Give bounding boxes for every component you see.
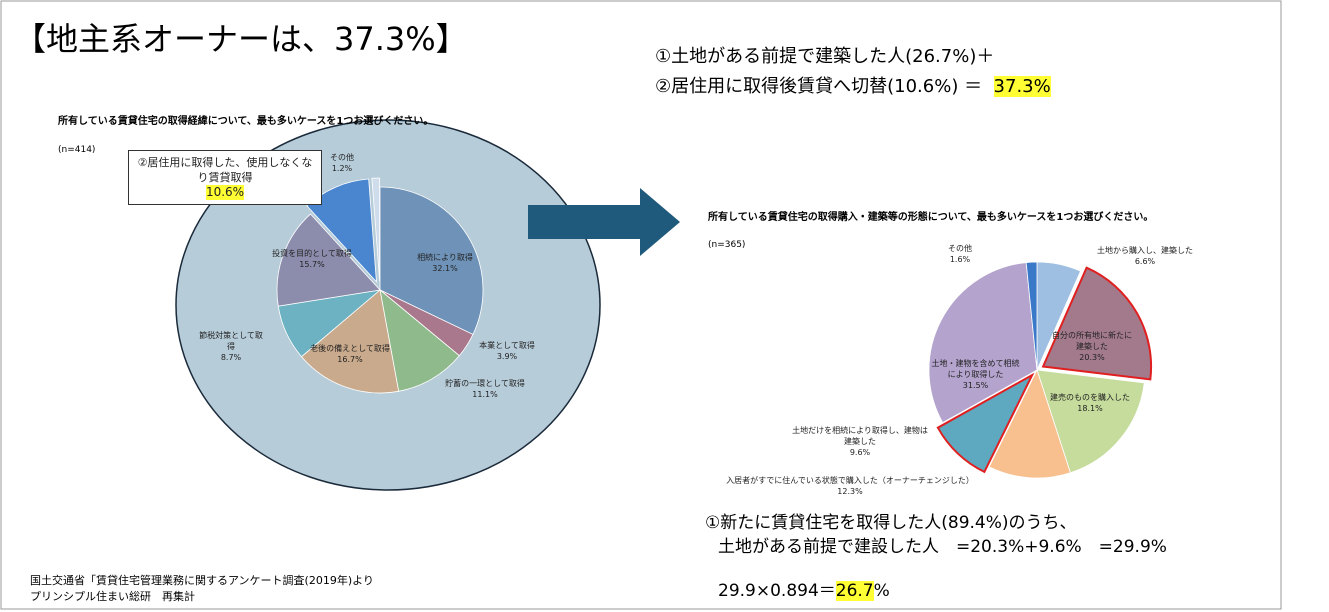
value-label: 18.1% — [1077, 404, 1103, 413]
pie-slice — [1036, 369, 1145, 474]
slice-label: 建売のものを購入した 18.1% — [1050, 392, 1130, 414]
category-label: 土地から購入し、建築した — [1097, 246, 1193, 255]
slice-label: 相続により取得 32.1% — [410, 252, 480, 274]
value-label: 6.6% — [1134, 257, 1156, 266]
pie-slice — [936, 372, 1035, 474]
pie-slice — [1041, 266, 1152, 381]
value-label: 20.3% — [1079, 353, 1105, 362]
category-label: 入居者がすでに住んでいる状態で購入した（オーナーチェンジした） — [726, 476, 974, 485]
pie-slice — [1025, 261, 1038, 371]
category-label: 建売のものを購入した — [1050, 393, 1130, 402]
pie-slice — [379, 186, 484, 335]
value-label: 9.6% — [849, 448, 871, 457]
value-label: 1.6% — [949, 255, 971, 264]
slice-label: 投資を目的として取得 15.7% — [272, 248, 352, 270]
pie-slice — [988, 368, 1071, 479]
formula-line: ②居住用に取得後賃貸へ切替(10.6%) ＝ 37.3% — [655, 72, 1051, 98]
pie-slice — [379, 288, 460, 392]
category-label: 投資を目的として取得 — [272, 249, 352, 258]
value-label: 11.1% — [472, 390, 498, 399]
slice-label: 土地・建物を含めて相続により取得した 31.5% — [928, 358, 1023, 391]
slice-label: 老後の備えとして取得 16.7% — [305, 343, 395, 365]
value-label: 3.9% — [496, 352, 518, 361]
slice-label: 節税対策として取得 8.7% — [196, 330, 266, 363]
value-label: 32.1% — [432, 264, 458, 273]
slice-label: 土地から購入し、建築した 6.6% — [1080, 245, 1210, 267]
slice-label: 貯蓄の一環として取得 11.1% — [440, 378, 530, 400]
calc-line: 土地がある前提で建設した人 =20.3%+9.6% =29.9% — [718, 537, 1167, 557]
category-label: 自分の所有地に新たに建築した — [1052, 331, 1132, 351]
slide-frame — [0, 0, 1282, 610]
pie-slice — [371, 177, 381, 282]
calc-line: ①新たに賃貸住宅を取得した人(89.4%)のうち、 — [705, 513, 1077, 533]
category-label: 節税対策として取得 — [199, 331, 263, 351]
slice-label: 土地だけを相続により取得し、建物は建築した 9.6% — [790, 425, 930, 458]
value-label: 12.3% — [837, 487, 863, 496]
formula-line: ①土地がある前提で建築した人(26.7%)＋ — [655, 46, 995, 67]
category-label: 本業として取得 — [479, 341, 535, 350]
category-label: その他 — [330, 153, 354, 162]
value-label: 1.2% — [331, 164, 353, 173]
value-label: 31.5% — [962, 381, 989, 390]
pie-slice — [276, 213, 381, 307]
slice-label: ②居住用に取得した、使用しなくなり賃貸取得 10.6% — [128, 150, 322, 205]
category-label: 貯蓄の一環として取得 — [445, 379, 525, 388]
value-label: 16.7% — [337, 355, 363, 364]
category-label: 土地・建物を含めて相続により取得した — [931, 359, 1020, 379]
slice-label: 本業として取得 3.9% — [472, 340, 542, 362]
category-label: その他 — [948, 244, 972, 253]
source: 国土交通省「賃貸住宅管理業務に関するアンケート調査(2019年)より — [30, 574, 374, 587]
formula-text: ②居住用に取得後賃貸へ切替(10.6%) ＝ — [655, 76, 983, 97]
category-label: ②居住用に取得した、使用しなくなり賃貸取得 — [137, 156, 313, 184]
chart-title: 所有している賃貸住宅の取得購入・建築等の形態について、最も多いケースを1つお選び… — [708, 212, 1154, 223]
value-label: 15.7% — [299, 260, 325, 269]
formula-result: 37.3% — [993, 76, 1051, 97]
slice-label: その他 1.6% — [940, 243, 980, 265]
slice-label: その他 1.2% — [322, 152, 362, 174]
chart-note: (n=365) — [708, 240, 746, 250]
chart-title: 所有している賃貸住宅の取得経緯について、最も多いケースを1つお選びください。 — [58, 116, 434, 127]
calc-result: 26.7 — [835, 581, 874, 601]
arrow — [528, 188, 680, 256]
category-label: 老後の備えとして取得 — [310, 344, 390, 353]
chart-note: (n=414) — [58, 145, 96, 155]
calc-text: 29.9×0.894＝ — [718, 581, 836, 601]
calc-unit: % — [873, 581, 890, 601]
slice-label: 入居者がすでに住んでいる状態で購入した（オーナーチェンジした） 12.3% — [705, 475, 995, 497]
source: プリンシプル住まい総研 再集計 — [30, 590, 195, 603]
pie-slice — [928, 262, 1038, 424]
calc-line: 29.9×0.894＝26.7% — [718, 576, 890, 601]
value-label: 8.7% — [220, 353, 242, 362]
header-title: 【地主系オーナーは、37.3%】 — [14, 20, 468, 58]
value-label: 10.6% — [205, 185, 245, 200]
pie-slice — [300, 289, 400, 394]
category-label: 相続により取得 — [417, 253, 473, 262]
category-label: 土地だけを相続により取得し、建物は建築した — [792, 426, 928, 446]
slice-label: 自分の所有地に新たに建築した 20.3% — [1052, 330, 1132, 363]
